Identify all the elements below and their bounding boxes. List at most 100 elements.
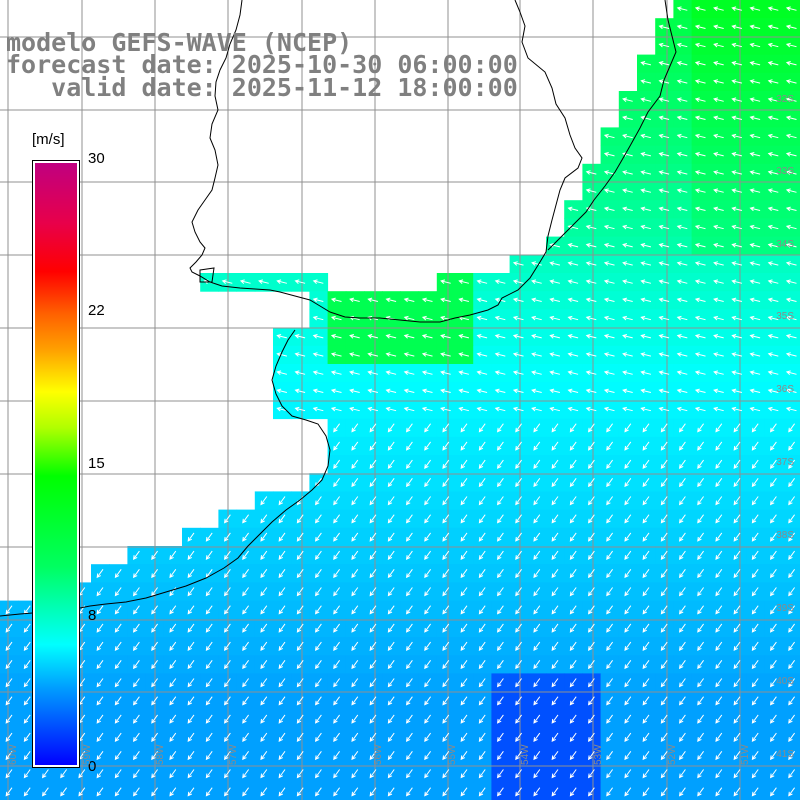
wind-arrow bbox=[515, 751, 523, 761]
wind-arrow bbox=[622, 224, 633, 230]
wind-arrow bbox=[676, 170, 688, 175]
wind-arrow bbox=[660, 623, 668, 633]
wind-arrow bbox=[660, 696, 668, 706]
wind-arrow bbox=[294, 334, 306, 339]
wind-arrow bbox=[260, 769, 268, 779]
wind-arrow bbox=[587, 769, 595, 779]
wind-arrow bbox=[569, 787, 577, 797]
wind-arrow bbox=[731, 243, 743, 248]
wind-arrow bbox=[749, 406, 761, 412]
wind-arrow bbox=[314, 678, 322, 688]
wind-arrow bbox=[713, 406, 724, 412]
wind-arrow bbox=[640, 61, 652, 66]
wind-arrow bbox=[223, 751, 231, 761]
wind-arrow bbox=[569, 641, 577, 651]
wind-arrow bbox=[715, 550, 723, 560]
wind-arrow bbox=[551, 514, 559, 524]
wind-arrow bbox=[23, 623, 31, 633]
wind-arrow bbox=[403, 297, 415, 303]
wind-arrow bbox=[151, 769, 159, 779]
wind-arrow bbox=[676, 224, 688, 230]
wind-arrow bbox=[78, 787, 86, 797]
wind-arrow bbox=[294, 279, 306, 284]
wind-arrow bbox=[367, 352, 379, 357]
wind-arrow bbox=[496, 569, 504, 579]
wind-arrow bbox=[622, 170, 633, 175]
wind-arrow bbox=[242, 532, 250, 542]
wind-arrow bbox=[551, 496, 559, 506]
wind-arrow bbox=[442, 678, 450, 688]
wind-arrow bbox=[405, 641, 413, 651]
wind-arrow bbox=[606, 623, 614, 633]
wind-arrow bbox=[458, 406, 470, 412]
wind-arrow bbox=[767, 297, 779, 303]
wind-arrow bbox=[788, 769, 796, 779]
wind-arrow bbox=[622, 315, 633, 321]
wind-arrow bbox=[785, 224, 797, 230]
wind-arrow bbox=[312, 334, 324, 339]
wind-arrow bbox=[276, 334, 288, 339]
wind-arrow bbox=[678, 751, 686, 761]
wind-arrow bbox=[387, 423, 395, 433]
wind-arrow bbox=[660, 641, 668, 651]
wind-arrow bbox=[587, 732, 595, 742]
wind-arrow bbox=[731, 6, 743, 11]
wind-arrow bbox=[788, 605, 796, 615]
wind-arrow bbox=[676, 42, 688, 48]
wind-arrow bbox=[569, 514, 577, 524]
map-title-model: modelo GEFS-WAVE (NCEP) bbox=[6, 28, 353, 57]
wind-arrow bbox=[312, 388, 324, 394]
wind-arrow bbox=[496, 787, 504, 797]
wind-arrow bbox=[533, 696, 541, 706]
wind-arrow bbox=[515, 696, 523, 706]
wind-arrow bbox=[187, 641, 195, 651]
wind-arrow bbox=[260, 587, 268, 597]
wind-arrow bbox=[551, 478, 559, 488]
wind-arrow bbox=[731, 115, 743, 121]
wind-arrow bbox=[678, 605, 686, 615]
wind-arrow bbox=[387, 751, 395, 761]
wind-arrow bbox=[713, 42, 724, 48]
wind-arrow bbox=[713, 206, 724, 212]
wind-arrow bbox=[515, 441, 523, 451]
wind-arrow bbox=[767, 61, 779, 66]
wind-arrow bbox=[424, 641, 432, 651]
wind-arrow bbox=[624, 441, 632, 451]
wind-arrow bbox=[367, 297, 379, 303]
wind-arrow bbox=[676, 334, 688, 339]
wind-arrow bbox=[624, 696, 632, 706]
wind-arrow bbox=[330, 388, 342, 394]
map-title-valid-date: valid date: 2025-11-12 18:00:00 bbox=[6, 73, 518, 102]
colorbar bbox=[32, 160, 80, 768]
wind-arrow bbox=[460, 751, 468, 761]
wind-arrow bbox=[551, 423, 559, 433]
wind-arrow bbox=[405, 787, 413, 797]
wind-arrow bbox=[169, 769, 177, 779]
wind-arrow bbox=[713, 370, 724, 375]
wind-arrow bbox=[785, 388, 797, 394]
wind-arrow bbox=[749, 170, 761, 175]
wind-arrow bbox=[749, 188, 761, 193]
wind-arrow bbox=[460, 587, 468, 597]
wind-arrow bbox=[424, 769, 432, 779]
wind-arrow bbox=[676, 152, 688, 157]
wind-arrow bbox=[697, 787, 705, 797]
wind-arrow bbox=[333, 459, 341, 469]
wind-arrow bbox=[606, 641, 614, 651]
wind-arrow bbox=[569, 459, 577, 469]
wind-arrow bbox=[749, 115, 761, 121]
wind-arrow bbox=[733, 696, 741, 706]
wind-arrow bbox=[132, 769, 140, 779]
wind-arrow bbox=[296, 550, 304, 560]
wind-arrow bbox=[678, 459, 686, 469]
wind-arrow bbox=[460, 423, 468, 433]
wind-arrow bbox=[242, 587, 250, 597]
wind-arrow bbox=[676, 115, 688, 121]
wind-arrow bbox=[749, 334, 761, 339]
wind-arrow bbox=[749, 224, 761, 230]
wind-arrow bbox=[314, 751, 322, 761]
wind-arrow bbox=[478, 769, 486, 779]
wind-arrow bbox=[333, 423, 341, 433]
wind-arrow bbox=[587, 605, 595, 615]
wind-arrow bbox=[713, 6, 724, 11]
